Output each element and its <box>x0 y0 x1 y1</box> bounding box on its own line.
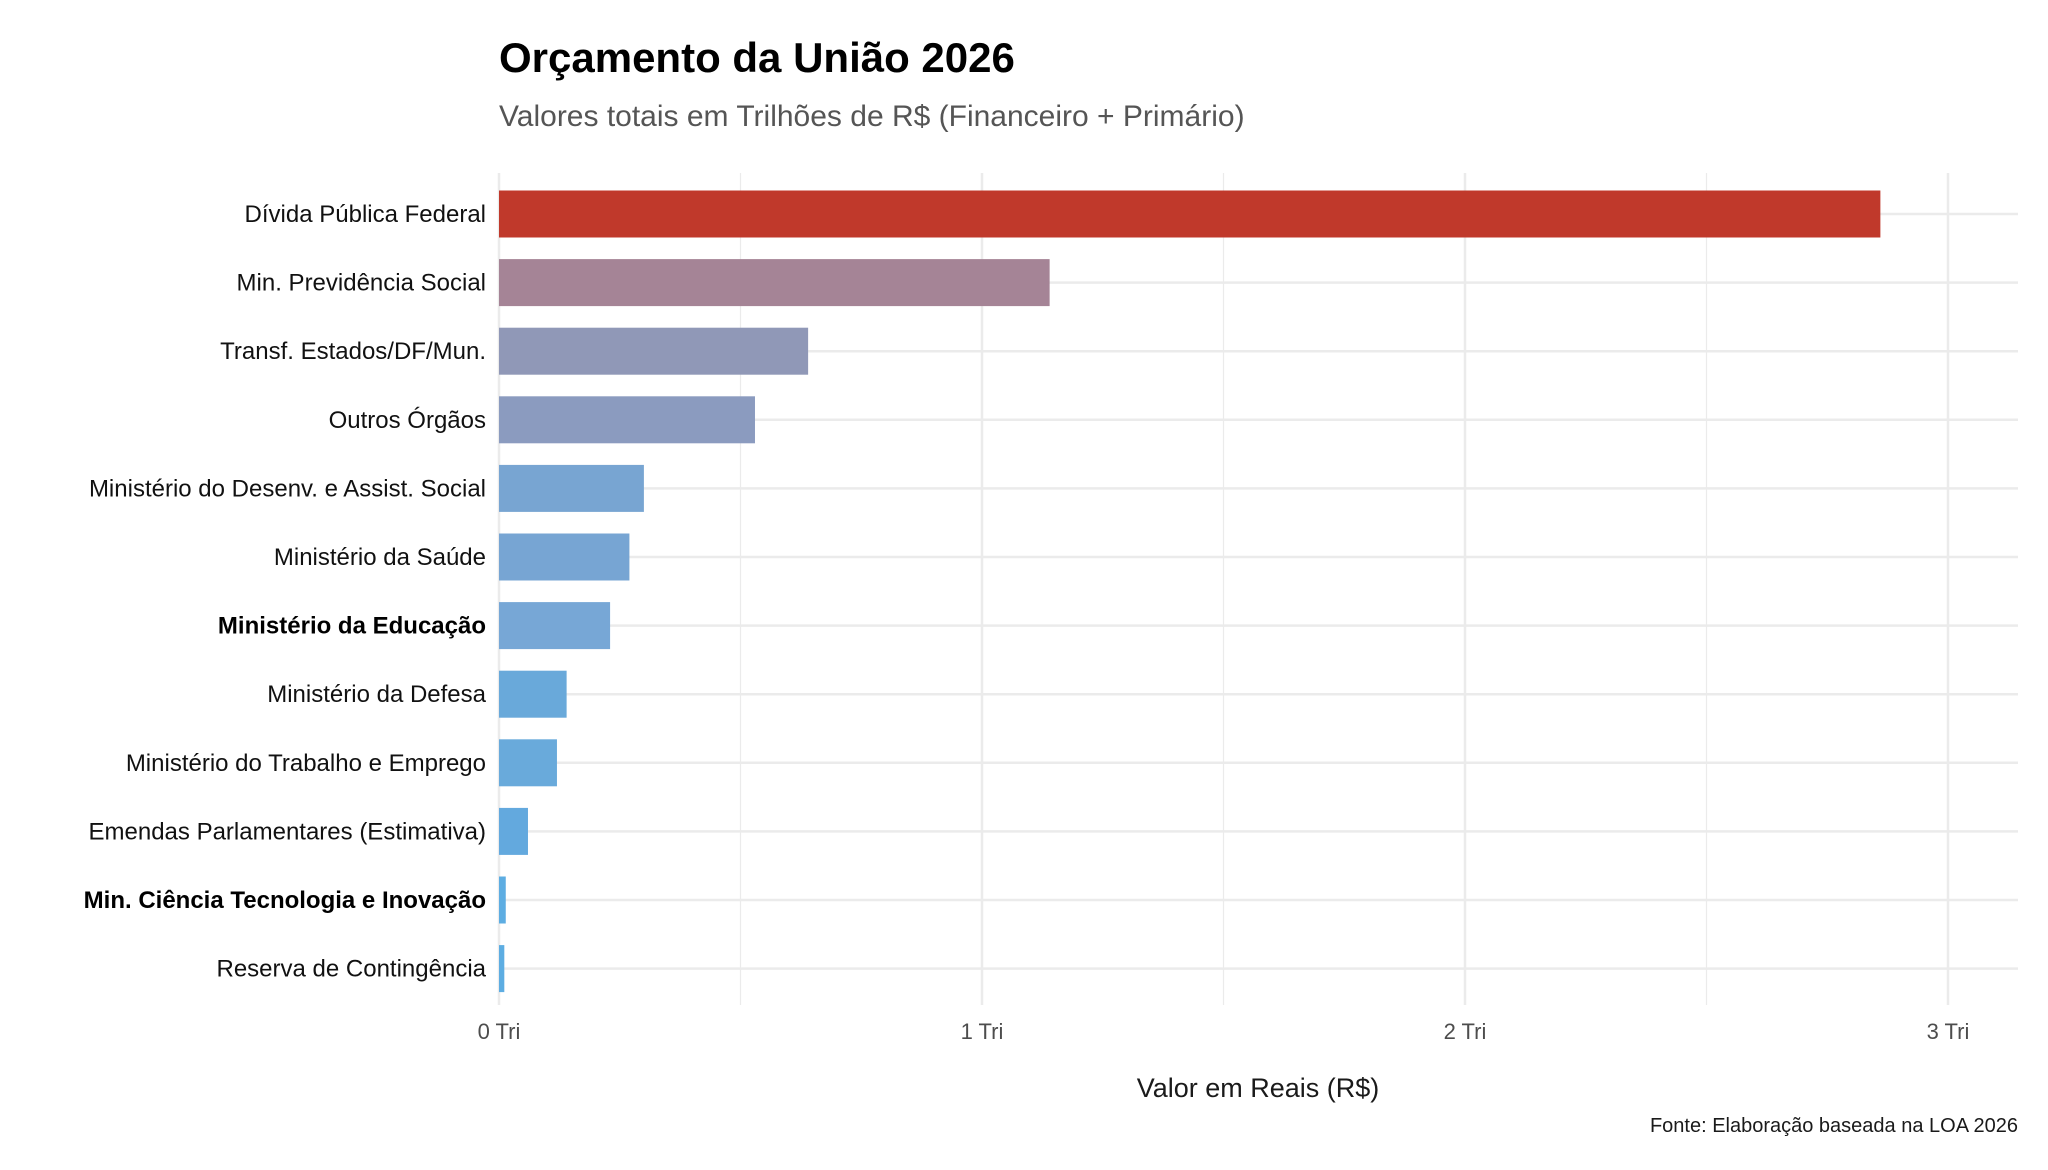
chart-caption: Fonte: Elaboração baseada na LOA 2026 <box>1650 1115 2018 1137</box>
chart-subtitle: Valores totais em Trilhões de R$ (Financ… <box>499 100 1245 133</box>
bar <box>499 533 630 581</box>
category-label: Transf. Estados/DF/Mun. <box>220 338 486 365</box>
category-label: Reserva de Contingência <box>217 956 487 983</box>
x-axis-label: Valor em Reais (R$) <box>1137 1073 1380 1103</box>
category-labels: Dívida Pública Federal Min. Previdência S… <box>84 201 487 983</box>
x-tick-label: 2 Tri <box>1444 1019 1487 1044</box>
bar <box>499 807 528 855</box>
category-label: Ministério da Educação <box>218 613 486 640</box>
x-tick-labels: 0 Tri 1 Tri 2 Tri 3 Tri <box>478 1019 1970 1044</box>
bar <box>499 602 611 650</box>
category-label: Ministério do Desenv. e Assist. Social <box>89 475 486 502</box>
category-label: Ministério do Trabalho e Emprego <box>126 750 486 777</box>
bars <box>499 190 1881 993</box>
chart-title: Orçamento da União 2026 <box>499 34 1015 81</box>
bar <box>499 396 755 444</box>
x-tick-label: 3 Tri <box>1927 1019 1970 1044</box>
category-label: Min. Previdência Social <box>237 270 486 297</box>
x-tick-label: 1 Tri <box>961 1019 1004 1044</box>
bar <box>499 327 809 375</box>
category-label: Min. Ciência Tecnologia e Inovação <box>84 887 486 914</box>
bar <box>499 945 505 993</box>
x-tick-label: 0 Tri <box>478 1019 521 1044</box>
bar <box>499 259 1050 307</box>
category-label: Dívida Pública Federal <box>245 201 486 228</box>
category-label: Outros Órgãos <box>329 407 486 434</box>
bar <box>499 464 644 512</box>
category-label: Ministério da Defesa <box>267 681 486 708</box>
bar <box>499 876 506 924</box>
category-label: Emendas Parlamentares (Estimativa) <box>89 818 486 845</box>
category-label: Ministério da Saúde <box>274 544 486 571</box>
bar <box>499 190 1881 238</box>
bar <box>499 739 557 787</box>
bar <box>499 670 567 718</box>
